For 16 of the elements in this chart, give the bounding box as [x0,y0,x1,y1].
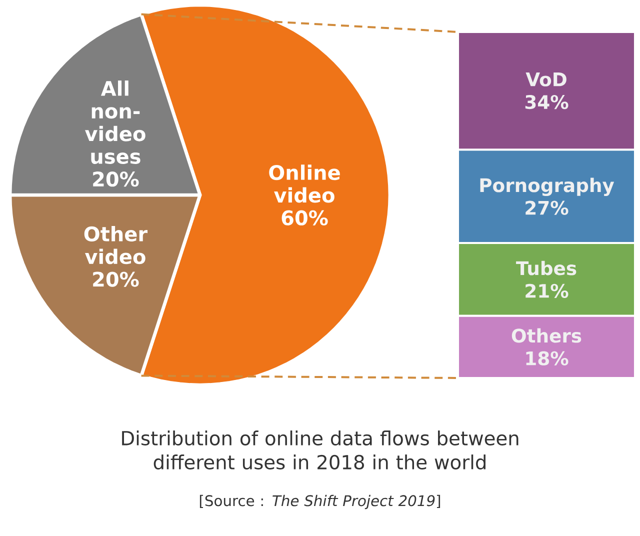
data-label: 18% [526,351,568,366]
data-label: 34% [525,94,568,110]
slice-label: Online video [269,164,340,203]
data-label: 21% [526,284,568,298]
slice-label: Other video [84,226,148,264]
text: [Source : The Shift Project 2019] [200,494,440,510]
text: Distribution of online data flows between different uses in 2018 in the world [122,430,518,470]
data-label: 20% [93,172,139,187]
series-label: Pornography [480,178,614,196]
data-label: 20% [93,272,139,287]
series-label: Others [512,328,582,343]
slice-label: All non-video uses [84,80,146,164]
series-label: Tubes [516,260,576,276]
data-label: 27% [526,200,568,215]
data-label: 60% [282,210,328,226]
series-label: VoD [526,72,566,86]
